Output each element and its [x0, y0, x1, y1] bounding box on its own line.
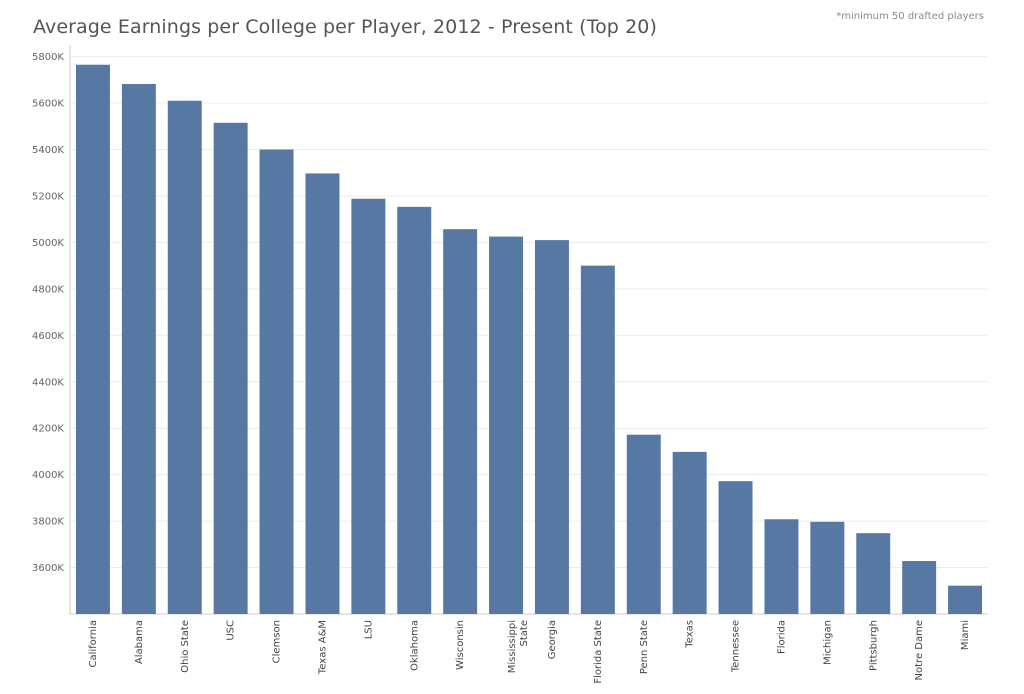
bar	[397, 206, 432, 614]
bar	[672, 451, 707, 614]
bar	[856, 533, 891, 614]
x-tick-label: Alabama	[134, 620, 145, 664]
x-tick-label: Notre Dame	[914, 620, 925, 680]
bar	[121, 84, 156, 614]
bar	[351, 198, 386, 614]
x-tick-label: Pittsburgh	[868, 620, 879, 671]
y-tick-label: 3600K	[32, 563, 64, 574]
x-tick-label: Florida	[776, 620, 787, 654]
bar	[167, 100, 202, 615]
y-tick-label: 4200K	[32, 424, 64, 435]
x-tick-label: Penn State	[639, 620, 650, 674]
x-tick-label: Miami	[960, 620, 971, 650]
bar	[75, 64, 110, 614]
y-tick-label: 3800K	[32, 517, 64, 528]
bar	[902, 561, 937, 614]
bar	[764, 519, 799, 614]
x-tick-label: California	[88, 620, 99, 668]
bar	[580, 265, 615, 614]
x-tick-label: Georgia	[547, 620, 558, 659]
y-tick-label: 4000K	[32, 470, 64, 481]
x-tick-label: Texas A&M	[317, 620, 328, 675]
x-tick-label: USC	[226, 620, 237, 641]
y-tick-label: 5600K	[32, 99, 64, 110]
x-tick-label: Wisconsin	[455, 620, 466, 670]
x-tick-label: MississippiState	[507, 620, 530, 673]
footnote: *minimum 50 drafted players	[836, 11, 984, 22]
bar	[443, 229, 478, 614]
y-tick-label: 4400K	[32, 377, 64, 388]
x-tick-label: LSU	[363, 620, 374, 639]
bar	[259, 149, 294, 615]
x-tick-label: Oklahoma	[409, 620, 420, 671]
x-tick-label: Texas	[685, 620, 696, 649]
bar	[948, 585, 983, 614]
chart-title: Average Earnings per College per Player,…	[33, 16, 658, 38]
y-tick-label: 5000K	[32, 238, 64, 249]
bar	[718, 481, 753, 614]
bar	[305, 173, 340, 614]
bar	[810, 521, 845, 614]
bar	[626, 434, 661, 614]
x-tick-label: Clemson	[272, 620, 283, 663]
y-tick-label: 4800K	[32, 284, 64, 295]
x-tick-label: Michigan	[822, 620, 833, 665]
bar	[534, 240, 569, 615]
x-tick-label: Florida State	[593, 620, 604, 684]
y-tick-label: 4600K	[32, 331, 64, 342]
x-tick-label: Ohio State	[180, 620, 191, 673]
y-tick-label: 5200K	[32, 191, 64, 202]
y-tick-label: 5800K	[32, 52, 64, 63]
bar	[489, 236, 524, 614]
bar	[213, 122, 248, 615]
x-tick-label: Tennessee	[731, 620, 742, 673]
y-tick-label: 5400K	[32, 145, 64, 156]
